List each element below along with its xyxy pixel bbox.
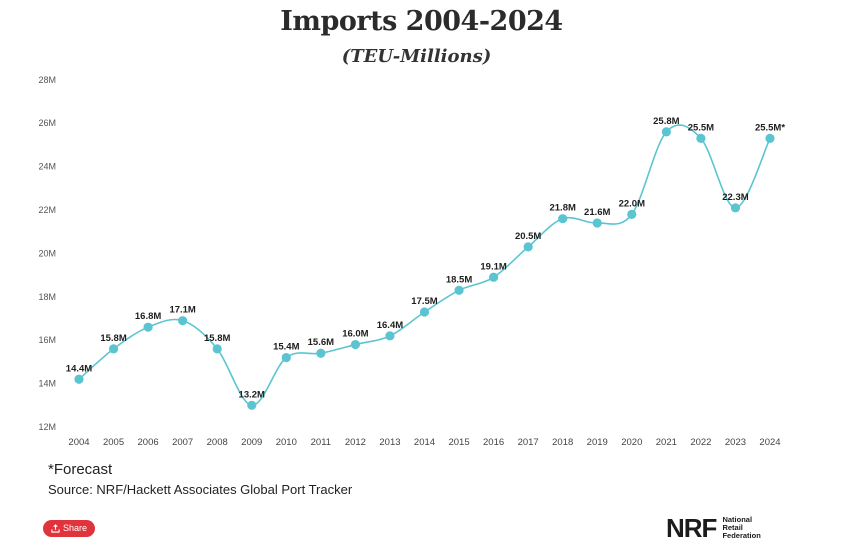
data-label: 15.8M (100, 333, 126, 344)
data-label: 25.8M (653, 116, 679, 127)
chart-subtitle: (TEU-Millions) (341, 46, 492, 67)
logo-word: Federation (722, 531, 761, 540)
data-point (523, 242, 533, 252)
x-tick-label: 2015 (448, 437, 469, 448)
x-tick-label: 2013 (379, 437, 400, 448)
data-point (592, 218, 602, 228)
y-tick-label: 14M (38, 379, 56, 389)
data-label: 21.8M (549, 203, 575, 214)
data-point (108, 344, 119, 354)
data-point (350, 339, 360, 350)
x-tick-label: 2018 (552, 437, 573, 448)
x-tick-label: 2020 (621, 437, 642, 448)
y-tick-label: 12M (38, 422, 56, 432)
share-button[interactable]: Share (43, 520, 95, 537)
data-label: 16.8M (135, 311, 161, 322)
data-label: 19.1M (480, 261, 506, 272)
data-label: 21.6M (584, 207, 610, 218)
data-point (212, 344, 222, 354)
data-point (765, 133, 775, 143)
data-label: 22.3M (722, 192, 748, 203)
y-tick-label: 18M (38, 292, 56, 302)
y-tick-label: 24M (38, 162, 56, 172)
x-tick-label: 2005 (103, 437, 124, 448)
x-tick-label: 2006 (138, 437, 159, 448)
data-point (730, 203, 741, 213)
data-label: 13.2M (239, 389, 265, 400)
data-point (385, 331, 395, 341)
chart-title: Imports 2004-2024 (280, 6, 563, 37)
x-tick-label: 2007 (172, 437, 193, 448)
data-point (661, 127, 671, 137)
logo-words: National Retail Federation (722, 516, 760, 540)
y-tick-label: 28M (38, 75, 56, 85)
x-tick-label: 2004 (68, 437, 89, 448)
data-point (558, 214, 568, 224)
data-label: 15.6M (308, 337, 334, 348)
data-point (696, 133, 706, 143)
x-tick-label: 2021 (656, 437, 677, 448)
data-label: 16.0M (342, 329, 368, 340)
data-point (627, 209, 637, 219)
data-label: 17.5M (411, 296, 437, 307)
data-point (247, 400, 257, 410)
data-label: 22.0M (619, 198, 645, 209)
share-icon (51, 524, 60, 533)
data-label: 16.4M (377, 320, 403, 331)
data-point (74, 374, 84, 384)
data-label: 25.5M (688, 122, 714, 133)
data-label: 18.5M (446, 274, 472, 285)
data-point (489, 272, 499, 282)
x-tick-label: 2008 (207, 437, 228, 448)
x-tick-label: 2024 (759, 437, 780, 448)
y-tick-label: 26M (38, 118, 56, 128)
share-label: Share (62, 523, 88, 533)
data-label: 20.5M (515, 231, 541, 242)
x-tick-label: 2010 (276, 437, 297, 448)
data-point (143, 322, 153, 332)
data-label: 15.8M (204, 333, 230, 344)
logo-mark: NRF (666, 513, 717, 543)
x-tick-label: 2014 (414, 437, 435, 448)
data-point (178, 316, 188, 326)
x-tick-label: 2016 (483, 437, 504, 448)
logo-word: Retail (722, 523, 743, 532)
y-tick-label: 20M (38, 248, 56, 258)
x-tick-label: 2009 (241, 437, 262, 448)
line-chart: 12M 14M 16M 18M 20M 22M 24M 26M 28M 2004 2005 2006 2… (38, 75, 785, 448)
y-tick-label: 22M (38, 205, 56, 215)
imports-series-line (78, 124, 771, 407)
x-tick-label: 2011 (311, 437, 331, 448)
logo-word: National (722, 515, 753, 524)
x-tick-label: 2012 (345, 437, 366, 448)
data-point (454, 285, 464, 295)
data-point (316, 348, 326, 358)
data-point (419, 307, 430, 317)
data-label: 14.4M (66, 363, 92, 374)
nrf-logo: NRF National Retail Federation (666, 515, 761, 541)
data-label: 17.1M (169, 305, 195, 316)
x-tick-label: 2017 (518, 437, 539, 448)
x-tick-label: 2023 (725, 437, 746, 448)
forecast-footnote: *Forecast (48, 461, 113, 478)
x-tick-label: 2019 (587, 437, 608, 448)
data-label: 25.5M* (755, 122, 785, 133)
x-tick-label: 2022 (690, 437, 711, 448)
data-label: 15.4M (273, 342, 299, 353)
source-note: Source: NRF/Hackett Associates Global Po… (48, 482, 353, 497)
y-tick-label: 16M (38, 335, 56, 345)
data-point (281, 352, 291, 363)
